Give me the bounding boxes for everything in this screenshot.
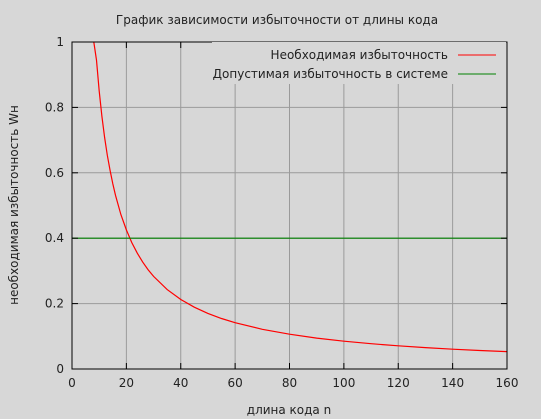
series-required-redundancy [93, 41, 508, 353]
y-tick-label: 0 [56, 362, 64, 376]
x-tick-label: 40 [173, 376, 188, 390]
chart-title: График зависимости избыточности от длины… [116, 13, 438, 27]
y-tick-label: 1 [56, 35, 64, 49]
y-tick-label: 0.6 [45, 166, 64, 180]
x-tick-label: 20 [119, 376, 134, 390]
x-tick-label: 100 [332, 376, 355, 390]
x-axis-label: длина кода n [247, 403, 331, 417]
x-tick-label: 0 [68, 376, 76, 390]
legend-label-required: Необходимая избыточность [271, 48, 448, 62]
x-tick-label: 160 [496, 376, 519, 390]
y-tick-label: 0.2 [45, 297, 64, 311]
axis-ticks: 0 20 40 60 80 100 120 140 160 0 0.2 0.4 0.6 0.8 1 [45, 35, 519, 390]
x-tick-label: 120 [387, 376, 410, 390]
plot-area [72, 41, 508, 353]
legend-label-allowed: Допустимая избыточность в системе [213, 67, 448, 81]
y-axis-label: необходимая избыточность Wн [7, 105, 21, 305]
legend-box [212, 42, 506, 84]
x-tick-label: 140 [441, 376, 464, 390]
legend: Необходимая избыточность Допустимая избы… [212, 42, 506, 84]
x-tick-label: 80 [282, 376, 297, 390]
y-tick-label: 0.4 [45, 231, 64, 245]
x-tick-label: 60 [227, 376, 242, 390]
y-tick-label: 0.8 [45, 100, 64, 114]
